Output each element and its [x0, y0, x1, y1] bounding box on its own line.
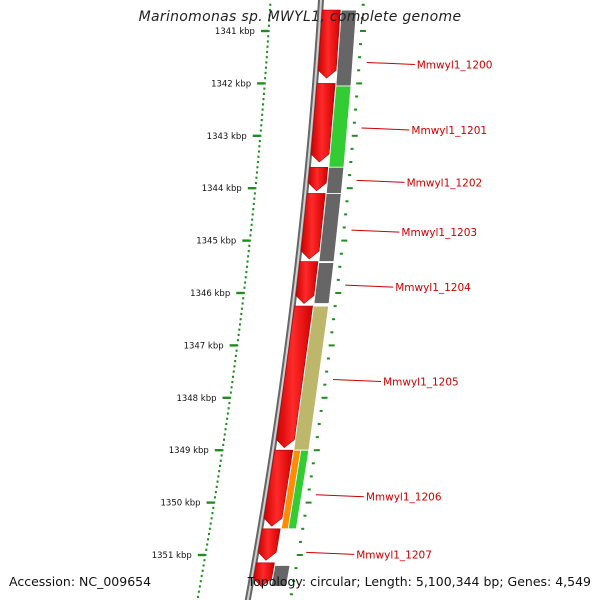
cog-block	[270, 565, 291, 587]
cog-layer	[270, 9, 357, 587]
gene-leader-line	[306, 551, 355, 555]
gene-label: Mmwyl1_1206	[366, 492, 442, 504]
genome-summary-label: Topology: circular; Length: 5,100,344 bp…	[247, 574, 591, 589]
kbp-label: 1350 kbp	[161, 499, 201, 509]
gene-leader-line	[345, 284, 394, 288]
gene-label: Mmwyl1_1207	[356, 549, 432, 561]
gene-label: Mmwyl1_1201	[411, 125, 487, 137]
gene-label: Mmwyl1_1203	[401, 227, 477, 239]
gene-leader-line	[366, 61, 415, 65]
gene-leader-line	[356, 179, 405, 183]
kbp-label: 1348 kbp	[176, 394, 216, 404]
label-layer: Mmwyl1_1200 Mmwyl1_1201 Mmwyl1_1202 Mmwyl1_…	[306, 59, 492, 561]
forward-gene-arrow	[310, 83, 336, 163]
cog-block	[325, 166, 345, 194]
accession-label: Accession: NC_009654	[9, 574, 152, 589]
gene-label: Mmwyl1_1204	[395, 282, 471, 294]
gene-leader-line	[351, 229, 400, 233]
gene-label: Mmwyl1_1200	[417, 59, 493, 71]
cog-block	[318, 193, 342, 262]
backbone-ring-highlight	[246, 0, 323, 600]
kbp-label: 1349 kbp	[169, 446, 209, 456]
cog-block	[287, 449, 310, 530]
forward-gene-arrow	[300, 193, 326, 260]
gene-leader-line	[333, 378, 382, 382]
map-title: Marinomonas sp. MWYL1, complete genome	[138, 9, 462, 25]
kbp-label: 1341 kbp	[215, 27, 255, 37]
gene-leader-line	[361, 127, 410, 131]
kbp-label: 1346 kbp	[190, 289, 230, 299]
kbp-label: 1345 kbp	[196, 237, 236, 247]
kbp-label: 1342 kbp	[211, 79, 251, 89]
kbp-label: 1343 kbp	[207, 132, 247, 142]
gene-label: Mmwyl1_1205	[383, 376, 459, 388]
gene-label: Mmwyl1_1202	[407, 177, 483, 189]
forward-gene-arrow	[295, 261, 319, 304]
kbp-label: 1347 kbp	[184, 341, 224, 351]
forward-gene-arrow	[253, 562, 275, 587]
forward-gene-layer	[253, 9, 341, 587]
forward-gene-arrow	[263, 449, 294, 527]
forward-gene-arrow	[276, 305, 313, 448]
kbp-label: 1344 kbp	[202, 184, 242, 194]
kbp-label: 1351 kbp	[152, 551, 192, 561]
forward-gene-arrow	[317, 9, 341, 79]
gene-leader-line	[315, 494, 364, 498]
forward-gene-arrow	[257, 528, 281, 561]
cog-block	[313, 262, 335, 304]
forward-gene-arrow	[308, 166, 329, 192]
tick-layer: 1341 kbp 1342 kbp 1343 kbp 1344 kbp 1345 kbp…	[152, 3, 366, 599]
backbone-layer	[244, 0, 325, 600]
